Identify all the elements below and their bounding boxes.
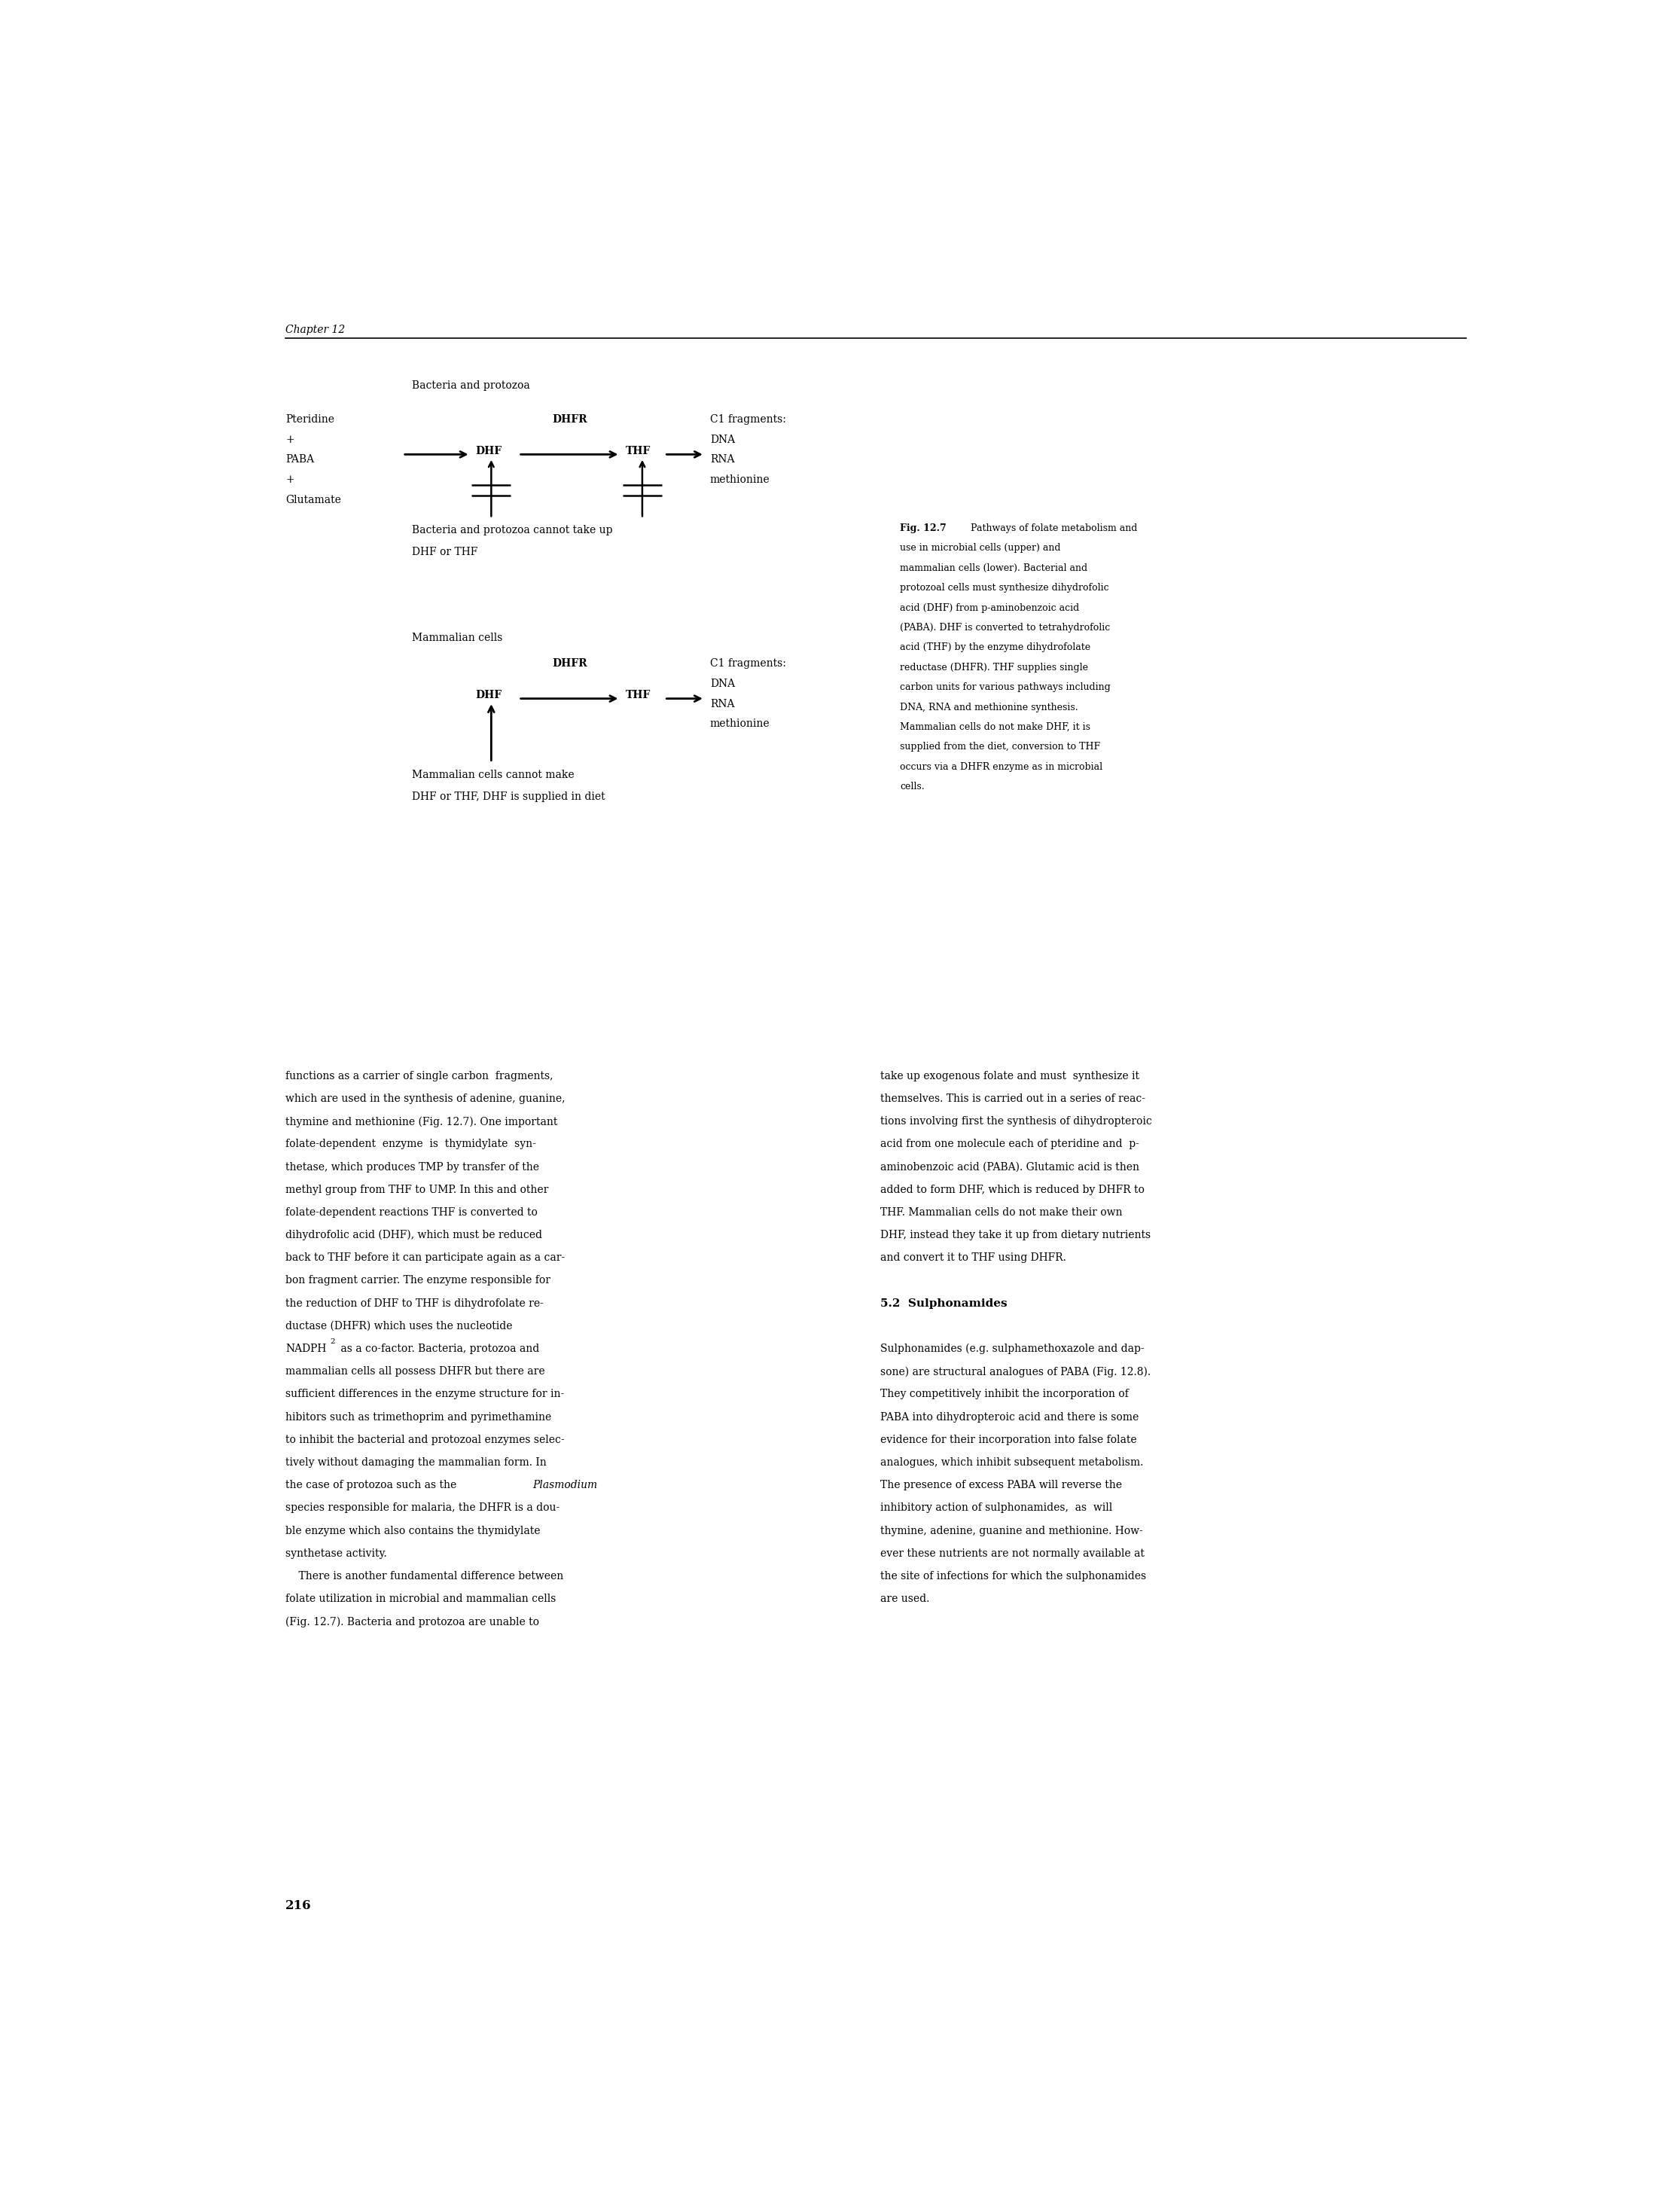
Text: There is another fundamental difference between: There is another fundamental difference …: [286, 1570, 563, 1581]
Text: ductase (DHFR) which uses the nucleotide: ductase (DHFR) which uses the nucleotide: [286, 1321, 512, 1332]
Text: DNA: DNA: [711, 678, 734, 689]
Text: DHF: DHF: [475, 446, 502, 457]
Text: sufficient differences in the enzyme structure for in-: sufficient differences in the enzyme str…: [286, 1389, 564, 1400]
Text: thymine, adenine, guanine and methionine. How-: thymine, adenine, guanine and methionine…: [880, 1527, 1142, 1535]
Text: ble enzyme which also contains the thymidylate: ble enzyme which also contains the thymi…: [286, 1527, 541, 1535]
Text: DNA: DNA: [711, 435, 734, 444]
Text: occurs via a DHFR enzyme as in microbial: occurs via a DHFR enzyme as in microbial: [900, 761, 1102, 772]
Text: C1 fragments:: C1 fragments:: [711, 658, 786, 669]
Text: Mammalian cells: Mammalian cells: [412, 632, 502, 643]
Text: mammalian cells all possess DHFR but there are: mammalian cells all possess DHFR but the…: [286, 1367, 544, 1378]
Text: folate-dependent  enzyme  is  thymidylate  syn-: folate-dependent enzyme is thymidylate s…: [286, 1139, 536, 1150]
Text: are used.: are used.: [880, 1594, 929, 1605]
Text: sone) are structural analogues of PABA (Fig. 12.8).: sone) are structural analogues of PABA (…: [880, 1367, 1151, 1378]
Text: 5.2  Sulphonamides: 5.2 Sulphonamides: [880, 1299, 1008, 1308]
Text: take up exogenous folate and must  synthesize it: take up exogenous folate and must synthe…: [880, 1072, 1139, 1080]
Text: DHFR: DHFR: [553, 658, 588, 669]
Text: the case of protozoa such as the: the case of protozoa such as the: [286, 1481, 460, 1492]
Text: NADPH: NADPH: [286, 1343, 326, 1354]
Text: themselves. This is carried out in a series of reac-: themselves. This is carried out in a ser…: [880, 1094, 1146, 1104]
Text: Bacteria and protozoa: Bacteria and protozoa: [412, 381, 529, 391]
Text: DHF or THF, DHF is supplied in diet: DHF or THF, DHF is supplied in diet: [412, 792, 605, 803]
Text: (PABA). DHF is converted to tetrahydrofolic: (PABA). DHF is converted to tetrahydrofo…: [900, 623, 1110, 632]
Text: RNA: RNA: [711, 455, 734, 466]
Text: methyl group from THF to UMP. In this and other: methyl group from THF to UMP. In this an…: [286, 1185, 549, 1194]
Text: ever these nutrients are not normally available at: ever these nutrients are not normally av…: [880, 1548, 1144, 1559]
Text: C1 fragments:: C1 fragments:: [711, 413, 786, 424]
Text: folate utilization in microbial and mammalian cells: folate utilization in microbial and mamm…: [286, 1594, 556, 1605]
Text: Mammalian cells cannot make: Mammalian cells cannot make: [412, 770, 575, 781]
Text: 2: 2: [329, 1338, 334, 1345]
Text: cells.: cells.: [900, 781, 924, 792]
Text: inhibitory action of sulphonamides,  as  will: inhibitory action of sulphonamides, as w…: [880, 1502, 1112, 1513]
Text: the site of infections for which the sulphonamides: the site of infections for which the sul…: [880, 1570, 1146, 1581]
Text: DHF, instead they take it up from dietary nutrients: DHF, instead they take it up from dietar…: [880, 1229, 1151, 1240]
Text: (Fig. 12.7). Bacteria and protozoa are unable to: (Fig. 12.7). Bacteria and protozoa are u…: [286, 1616, 539, 1627]
Text: acid (DHF) from p-aminobenzoic acid: acid (DHF) from p-aminobenzoic acid: [900, 604, 1080, 612]
Text: PABA: PABA: [286, 455, 314, 466]
Text: use in microbial cells (upper) and: use in microbial cells (upper) and: [900, 542, 1060, 553]
Text: aminobenzoic acid (PABA). Glutamic acid is then: aminobenzoic acid (PABA). Glutamic acid …: [880, 1161, 1139, 1172]
Text: the reduction of DHF to THF is dihydrofolate re-: the reduction of DHF to THF is dihydrofo…: [286, 1299, 544, 1308]
Text: 216: 216: [286, 1898, 311, 1911]
Text: carbon units for various pathways including: carbon units for various pathways includ…: [900, 682, 1110, 693]
Text: +: +: [286, 435, 294, 444]
Text: species responsible for malaria, the DHFR is a dou-: species responsible for malaria, the DHF…: [286, 1502, 559, 1513]
Text: Chapter 12: Chapter 12: [286, 324, 344, 335]
Text: DHF: DHF: [475, 691, 502, 700]
Text: acid from one molecule each of pteridine and  p-: acid from one molecule each of pteridine…: [880, 1139, 1139, 1150]
Text: DHF or THF: DHF or THF: [412, 547, 477, 558]
Text: mammalian cells (lower). Bacterial and: mammalian cells (lower). Bacterial and: [900, 564, 1087, 573]
Text: +: +: [286, 475, 294, 486]
Text: to inhibit the bacterial and protozoal enzymes selec-: to inhibit the bacterial and protozoal e…: [286, 1435, 564, 1446]
Text: Mammalian cells do not make DHF, it is: Mammalian cells do not make DHF, it is: [900, 722, 1090, 733]
Text: dihydrofolic acid (DHF), which must be reduced: dihydrofolic acid (DHF), which must be r…: [286, 1229, 543, 1240]
Text: added to form DHF, which is reduced by DHFR to: added to form DHF, which is reduced by D…: [880, 1185, 1144, 1194]
Text: DNA, RNA and methionine synthesis.: DNA, RNA and methionine synthesis.: [900, 702, 1079, 713]
Text: hibitors such as trimethoprim and pyrimethamine: hibitors such as trimethoprim and pyrime…: [286, 1413, 551, 1422]
Text: reductase (DHFR). THF supplies single: reductase (DHFR). THF supplies single: [900, 663, 1089, 671]
Text: DHFR: DHFR: [553, 413, 588, 424]
Text: They competitively inhibit the incorporation of: They competitively inhibit the incorpora…: [880, 1389, 1129, 1400]
Text: RNA: RNA: [711, 698, 734, 709]
Text: folate-dependent reactions THF is converted to: folate-dependent reactions THF is conver…: [286, 1207, 538, 1218]
Text: Pteridine: Pteridine: [286, 413, 334, 424]
Text: Pathways of folate metabolism and: Pathways of folate metabolism and: [968, 523, 1137, 534]
Text: The presence of excess PABA will reverse the: The presence of excess PABA will reverse…: [880, 1481, 1122, 1492]
Text: and convert it to THF using DHFR.: and convert it to THF using DHFR.: [880, 1253, 1067, 1264]
Text: which are used in the synthesis of adenine, guanine,: which are used in the synthesis of adeni…: [286, 1094, 564, 1104]
Text: acid (THF) by the enzyme dihydrofolate: acid (THF) by the enzyme dihydrofolate: [900, 643, 1090, 652]
Text: Glutamate: Glutamate: [286, 494, 341, 505]
Text: synthetase activity.: synthetase activity.: [286, 1548, 386, 1559]
Text: tively without damaging the mammalian form. In: tively without damaging the mammalian fo…: [286, 1457, 546, 1467]
Text: THF: THF: [625, 446, 650, 457]
Text: functions as a carrier of single carbon  fragments,: functions as a carrier of single carbon …: [286, 1072, 553, 1080]
Text: PABA into dihydropteroic acid and there is some: PABA into dihydropteroic acid and there …: [880, 1413, 1139, 1422]
Text: Sulphonamides (e.g. sulphamethoxazole and dap-: Sulphonamides (e.g. sulphamethoxazole an…: [880, 1343, 1144, 1354]
Text: Fig. 12.7: Fig. 12.7: [900, 523, 946, 534]
Text: THF. Mammalian cells do not make their own: THF. Mammalian cells do not make their o…: [880, 1207, 1122, 1218]
Text: as a co-factor. Bacteria, protozoa and: as a co-factor. Bacteria, protozoa and: [338, 1343, 539, 1354]
Text: back to THF before it can participate again as a car-: back to THF before it can participate ag…: [286, 1253, 564, 1264]
Text: analogues, which inhibit subsequent metabolism.: analogues, which inhibit subsequent meta…: [880, 1457, 1144, 1467]
Text: THF: THF: [625, 691, 650, 700]
Text: evidence for their incorporation into false folate: evidence for their incorporation into fa…: [880, 1435, 1137, 1446]
Text: methionine: methionine: [711, 720, 769, 728]
Text: thetase, which produces TMP by transfer of the: thetase, which produces TMP by transfer …: [286, 1161, 539, 1172]
Text: bon fragment carrier. The enzyme responsible for: bon fragment carrier. The enzyme respons…: [286, 1275, 551, 1286]
Text: thymine and methionine (Fig. 12.7). One important: thymine and methionine (Fig. 12.7). One …: [286, 1115, 558, 1126]
Text: methionine: methionine: [711, 475, 769, 486]
Text: protozoal cells must synthesize dihydrofolic: protozoal cells must synthesize dihydrof…: [900, 584, 1109, 593]
Text: tions involving first the synthesis of dihydropteroic: tions involving first the synthesis of d…: [880, 1115, 1152, 1126]
Text: Bacteria and protozoa cannot take up: Bacteria and protozoa cannot take up: [412, 525, 613, 536]
Text: Plasmodium: Plasmodium: [533, 1481, 598, 1492]
Text: supplied from the diet, conversion to THF: supplied from the diet, conversion to TH…: [900, 741, 1100, 752]
